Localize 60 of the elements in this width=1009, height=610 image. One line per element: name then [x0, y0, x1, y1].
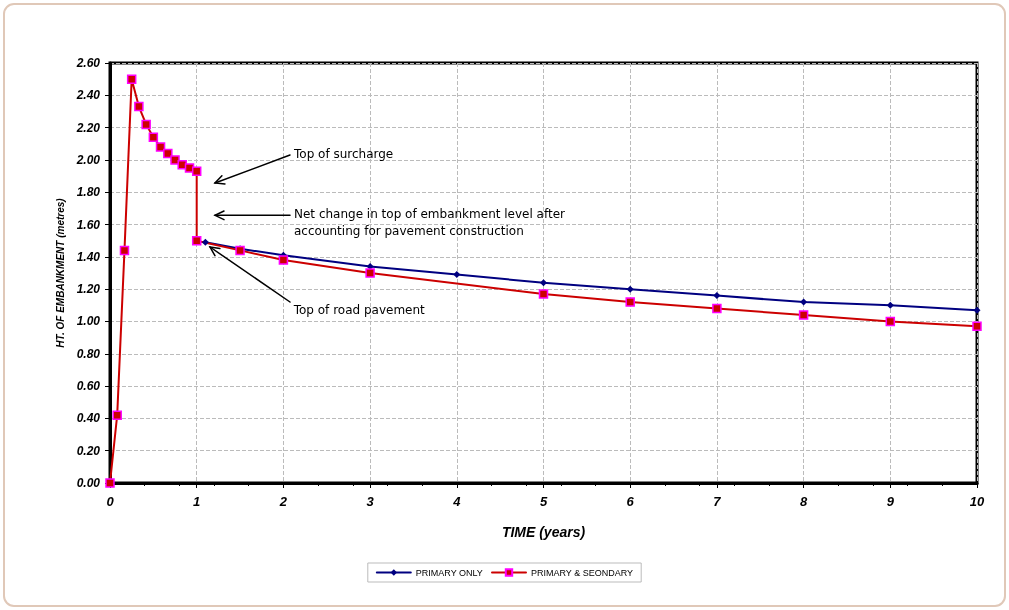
point — [713, 292, 721, 300]
point — [201, 238, 209, 246]
annotation: Top of road pavement — [293, 302, 425, 320]
point — [973, 306, 981, 314]
y-tick-label: 1.40 — [76, 249, 101, 264]
y-tick-label: 1.00 — [76, 314, 101, 329]
y-tick-label: 0.40 — [76, 411, 101, 426]
annotation: Net change in top of embankment level after accounting for pavement construction — [294, 206, 566, 240]
legend-label: PRIMARY ONLY — [415, 567, 483, 578]
x-axis-title: TIME (years) — [501, 524, 586, 540]
point — [105, 478, 115, 488]
x-tick-label: 8 — [799, 494, 808, 509]
annotation: Top of surcharge — [294, 146, 394, 163]
point — [538, 289, 549, 299]
x-tick-label: 10 — [969, 494, 985, 509]
x-tick-label: 4 — [452, 494, 462, 509]
point — [453, 271, 461, 279]
y-tick-label: 2.60 — [75, 56, 101, 70]
point — [972, 321, 982, 332]
x-tick-label: 5 — [539, 494, 548, 509]
point — [800, 298, 808, 306]
point — [626, 285, 634, 293]
point — [540, 279, 547, 287]
point — [134, 101, 144, 112]
point — [148, 132, 159, 143]
y-axis-title: HT. OF EMBANKMENT (metres) — [55, 197, 67, 348]
point — [163, 148, 173, 159]
point — [191, 235, 202, 246]
point — [191, 166, 202, 176]
y-tick-label: 2.40 — [75, 88, 101, 103]
point — [625, 297, 635, 307]
y-tick-label: 0.80 — [76, 346, 101, 361]
point — [278, 255, 289, 265]
x-tick-label: 7 — [713, 494, 722, 509]
y-tick-label: 2.20 — [75, 120, 101, 135]
y-tick-label: 2.00 — [75, 152, 101, 167]
y-tick-label: 0.00 — [76, 476, 101, 490]
y-tick-label: 0.60 — [76, 379, 101, 394]
point — [177, 160, 187, 170]
point — [112, 410, 122, 420]
point — [126, 74, 137, 84]
y-tick-label: 1.60 — [76, 217, 101, 232]
x-tick-label: 6 — [626, 494, 635, 509]
point — [798, 310, 809, 320]
legend-label: PRIMARY & SEONDARY — [530, 567, 634, 578]
point — [119, 245, 130, 256]
point — [141, 119, 151, 130]
y-tick-label: 1.20 — [76, 282, 101, 297]
x-tick-label: 1 — [193, 494, 201, 509]
point — [712, 303, 722, 314]
point — [885, 316, 896, 327]
x-tick-label: 3 — [366, 494, 375, 509]
y-tick-label: 1.80 — [76, 185, 101, 200]
x-tick-label: 9 — [886, 494, 895, 509]
point — [886, 301, 894, 309]
point — [155, 142, 166, 152]
x-tick-label: 0 — [106, 494, 115, 509]
y-tick-label: 0.20 — [76, 443, 101, 458]
point — [365, 268, 375, 278]
x-tick-label: 2 — [278, 494, 288, 509]
